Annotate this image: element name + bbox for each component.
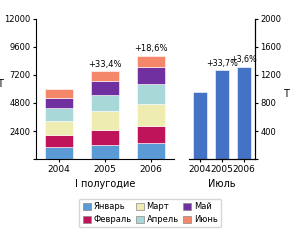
- Bar: [45, 135, 73, 147]
- Bar: [91, 71, 119, 81]
- Bar: [91, 130, 119, 145]
- Bar: [137, 84, 165, 103]
- X-axis label: Июль: Июль: [208, 179, 236, 189]
- Bar: [137, 67, 165, 84]
- Y-axis label: Т: Т: [283, 89, 289, 99]
- Bar: [91, 81, 119, 95]
- Bar: [137, 56, 165, 67]
- Bar: [91, 95, 119, 111]
- Bar: [215, 70, 229, 159]
- Bar: [45, 147, 73, 159]
- Bar: [45, 121, 73, 135]
- Text: +33,7%: +33,7%: [206, 58, 238, 67]
- X-axis label: I полугодие: I полугодие: [75, 179, 135, 189]
- Bar: [45, 89, 73, 98]
- Bar: [237, 67, 250, 159]
- Text: +33,4%: +33,4%: [88, 60, 122, 69]
- Bar: [194, 92, 207, 159]
- Bar: [91, 111, 119, 130]
- Text: +18,6%: +18,6%: [134, 44, 168, 53]
- Bar: [45, 108, 73, 121]
- Bar: [137, 103, 165, 126]
- Y-axis label: Т: Т: [0, 79, 3, 89]
- Bar: [137, 126, 165, 143]
- Text: +3,6%: +3,6%: [231, 55, 257, 64]
- Bar: [137, 143, 165, 159]
- Bar: [45, 98, 73, 108]
- Bar: [91, 145, 119, 159]
- Legend: Январь, Февраль, Март, Апрель, Май, Июнь: Январь, Февраль, Март, Апрель, Май, Июнь: [79, 199, 221, 227]
